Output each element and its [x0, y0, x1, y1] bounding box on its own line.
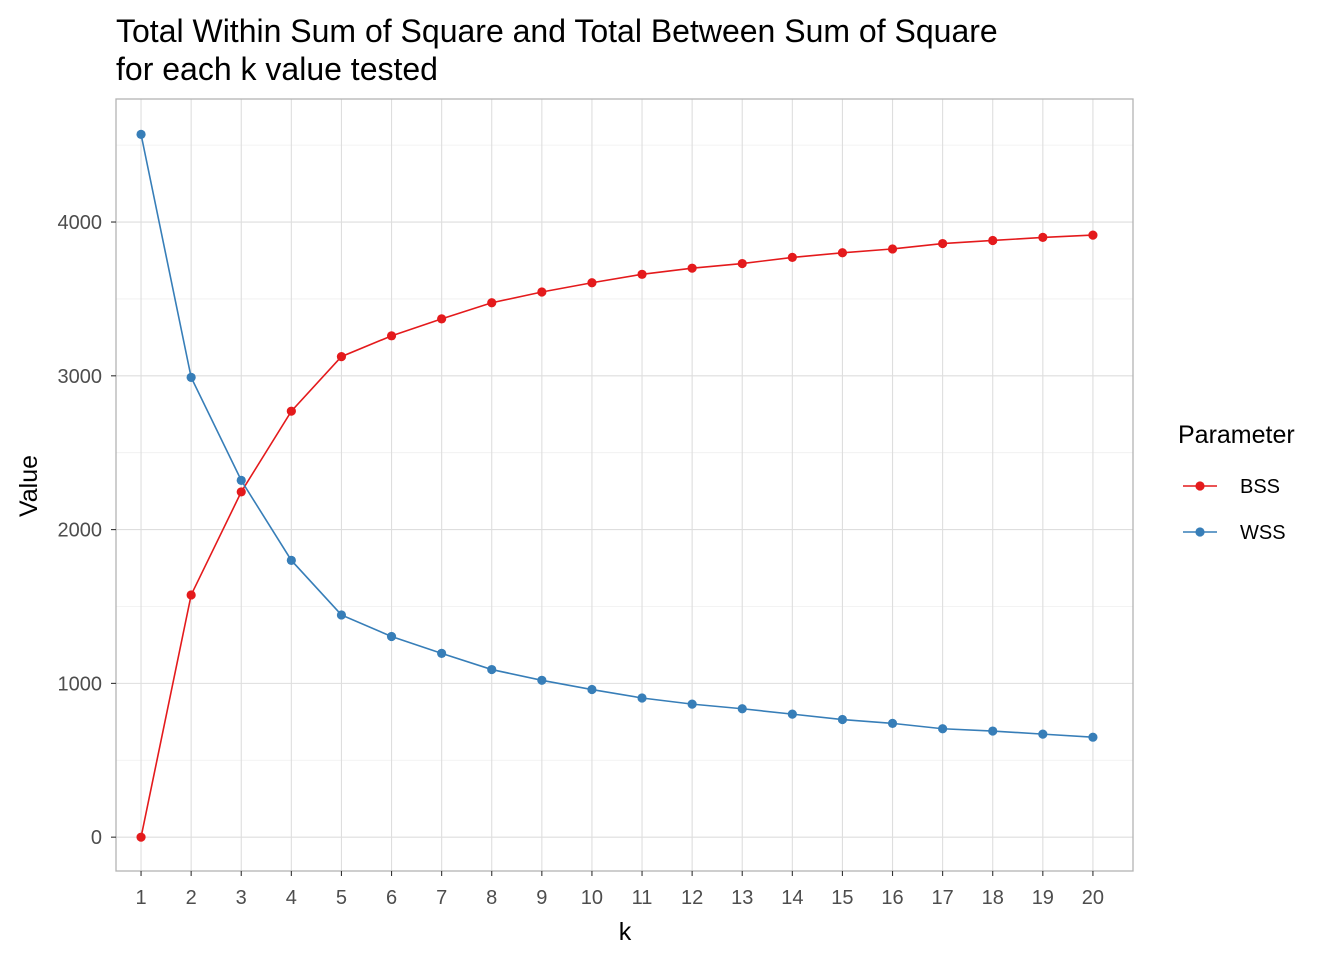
data-point-wss	[837, 714, 848, 725]
data-point-bss	[236, 487, 246, 497]
data-point-bss	[988, 235, 998, 246]
x-tick-label: 13	[731, 887, 753, 909]
y-axis-title: Value	[15, 455, 43, 517]
data-point-wss	[336, 610, 347, 620]
data-point-wss	[1038, 729, 1048, 739]
data-point-bss	[186, 590, 196, 600]
legend-label-bss: BSS	[1240, 476, 1280, 498]
y-tick-label: 2000	[58, 520, 103, 542]
x-tick-label: 5	[336, 887, 347, 909]
data-point-wss	[437, 648, 447, 658]
data-point-wss	[136, 129, 146, 139]
data-point-wss	[1088, 732, 1098, 742]
y-axis-ticks: 0 1000 2000 3000 4000	[58, 212, 116, 849]
data-point-bss	[386, 331, 397, 341]
series-wss	[136, 129, 1098, 742]
data-point-wss	[186, 372, 196, 382]
x-tick-label: 3	[236, 887, 247, 909]
data-point-wss	[637, 693, 647, 703]
data-point-bss	[537, 287, 547, 297]
data-point-bss	[887, 244, 898, 254]
data-point-wss	[737, 704, 747, 714]
legend: Parameter BSS WSS	[1178, 421, 1295, 544]
data-point-bss	[437, 314, 447, 324]
data-point-bss	[637, 269, 647, 279]
data-point-bss	[737, 258, 747, 269]
x-tick-label: 16	[881, 887, 903, 909]
x-tick-label: 1	[135, 887, 146, 909]
data-point-bss	[136, 832, 146, 842]
legend-label-wss: WSS	[1240, 522, 1286, 544]
x-tick-label: 10	[581, 887, 603, 909]
legend-items: BSS WSS	[1183, 476, 1286, 544]
data-point-wss	[286, 555, 296, 565]
x-tick-label: 12	[681, 887, 703, 909]
y-tick-label: 1000	[58, 673, 103, 695]
x-tick-label: 17	[932, 887, 954, 909]
legend-key-point-wss	[1195, 527, 1205, 537]
x-tick-label: 14	[781, 887, 803, 909]
x-tick-label: 7	[436, 887, 447, 909]
data-point-bss	[286, 406, 296, 416]
data-point-bss	[787, 252, 797, 262]
data-point-wss	[236, 475, 246, 485]
data-point-wss	[687, 699, 697, 709]
x-tick-label: 15	[831, 887, 853, 909]
x-tick-label: 4	[286, 887, 297, 909]
x-tick-label: 20	[1082, 887, 1104, 909]
x-tick-label: 9	[536, 887, 547, 909]
y-tick-label: 4000	[58, 212, 103, 234]
data-point-bss	[837, 248, 848, 258]
data-point-bss	[1038, 232, 1048, 243]
series-layer	[136, 129, 1098, 842]
data-point-bss	[336, 351, 347, 362]
series-line-wss	[140, 134, 1093, 739]
data-point-bss	[587, 278, 597, 288]
x-tick-label: 6	[386, 887, 397, 909]
data-point-wss	[487, 664, 497, 675]
x-axis-title: k	[619, 918, 632, 946]
chart-title-line-2: for each k value tested	[116, 51, 438, 87]
x-tick-label: 19	[1032, 887, 1054, 909]
legend-key-point-bss	[1195, 481, 1205, 491]
legend-title: Parameter	[1178, 421, 1295, 449]
data-point-wss	[537, 675, 547, 685]
data-point-wss	[988, 726, 998, 736]
data-point-bss	[1088, 230, 1098, 240]
data-point-wss	[938, 724, 948, 734]
data-point-bss	[938, 238, 948, 249]
y-tick-label: 0	[91, 827, 102, 849]
x-axis-ticks: 1 2 3 4 5 6 7 8 9 10 11 12 13 14 15 16 17 18 19 20	[135, 871, 1104, 909]
x-tick-label: 11	[632, 887, 653, 909]
series-line-bss	[140, 234, 1093, 838]
x-tick-label: 2	[186, 887, 197, 909]
data-point-wss	[887, 718, 898, 728]
x-tick-label: 18	[982, 887, 1004, 909]
data-point-bss	[487, 298, 497, 308]
grid	[116, 99, 1133, 871]
legend-item-bss: BSS	[1183, 476, 1280, 498]
legend-item-wss: WSS	[1183, 522, 1286, 544]
chart-title-line-1: Total Within Sum of Square and Total Bet…	[116, 13, 998, 49]
data-point-wss	[587, 684, 597, 695]
data-point-wss	[386, 631, 397, 642]
data-point-wss	[787, 709, 797, 719]
y-tick-label: 3000	[58, 366, 103, 388]
series-bss	[136, 230, 1098, 842]
data-point-bss	[687, 263, 697, 273]
panel-border	[115, 98, 1134, 872]
x-tick-label: 8	[486, 887, 497, 909]
